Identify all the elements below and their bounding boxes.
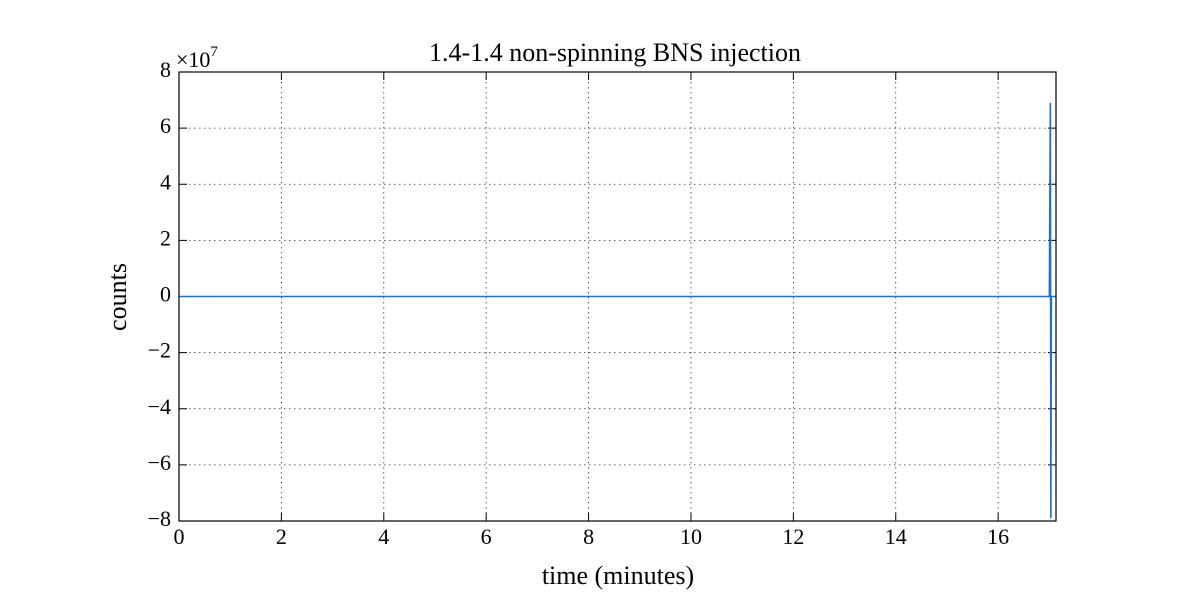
chart-title: 1.4-1.4 non-spinning BNS injection xyxy=(429,38,801,67)
x-tick-label: 4 xyxy=(378,524,389,549)
y-axis-label: counts xyxy=(103,263,132,331)
y-offset-text: ×107 xyxy=(176,44,218,72)
plot-frame xyxy=(178,71,1057,522)
data-line xyxy=(179,102,1056,519)
x-tick-label: 6 xyxy=(481,524,492,549)
y-tick-label: −4 xyxy=(148,394,171,419)
y-tick-label: 0 xyxy=(160,282,171,307)
x-tick-label: 10 xyxy=(680,524,702,549)
y-offset-exponent: 7 xyxy=(210,44,218,60)
x-tick-label: 14 xyxy=(885,524,907,549)
x-tick-label: 12 xyxy=(782,524,804,549)
x-tick-label: 2 xyxy=(276,524,287,549)
y-tick-label: 2 xyxy=(160,225,171,250)
y-tick-label: −2 xyxy=(148,338,171,363)
x-tick-label: 0 xyxy=(174,524,185,549)
x-axis-label: time (minutes) xyxy=(542,561,694,590)
y-tick-label: 8 xyxy=(160,57,171,82)
y-offset-base: ×10 xyxy=(176,47,210,72)
y-tick-label: −8 xyxy=(148,506,171,531)
x-tick-label: 16 xyxy=(987,524,1009,549)
y-tick-label: 4 xyxy=(160,169,171,194)
y-tick-label: 6 xyxy=(160,113,171,138)
x-tick-label: 8 xyxy=(583,524,594,549)
y-tick-label: −6 xyxy=(148,450,171,475)
